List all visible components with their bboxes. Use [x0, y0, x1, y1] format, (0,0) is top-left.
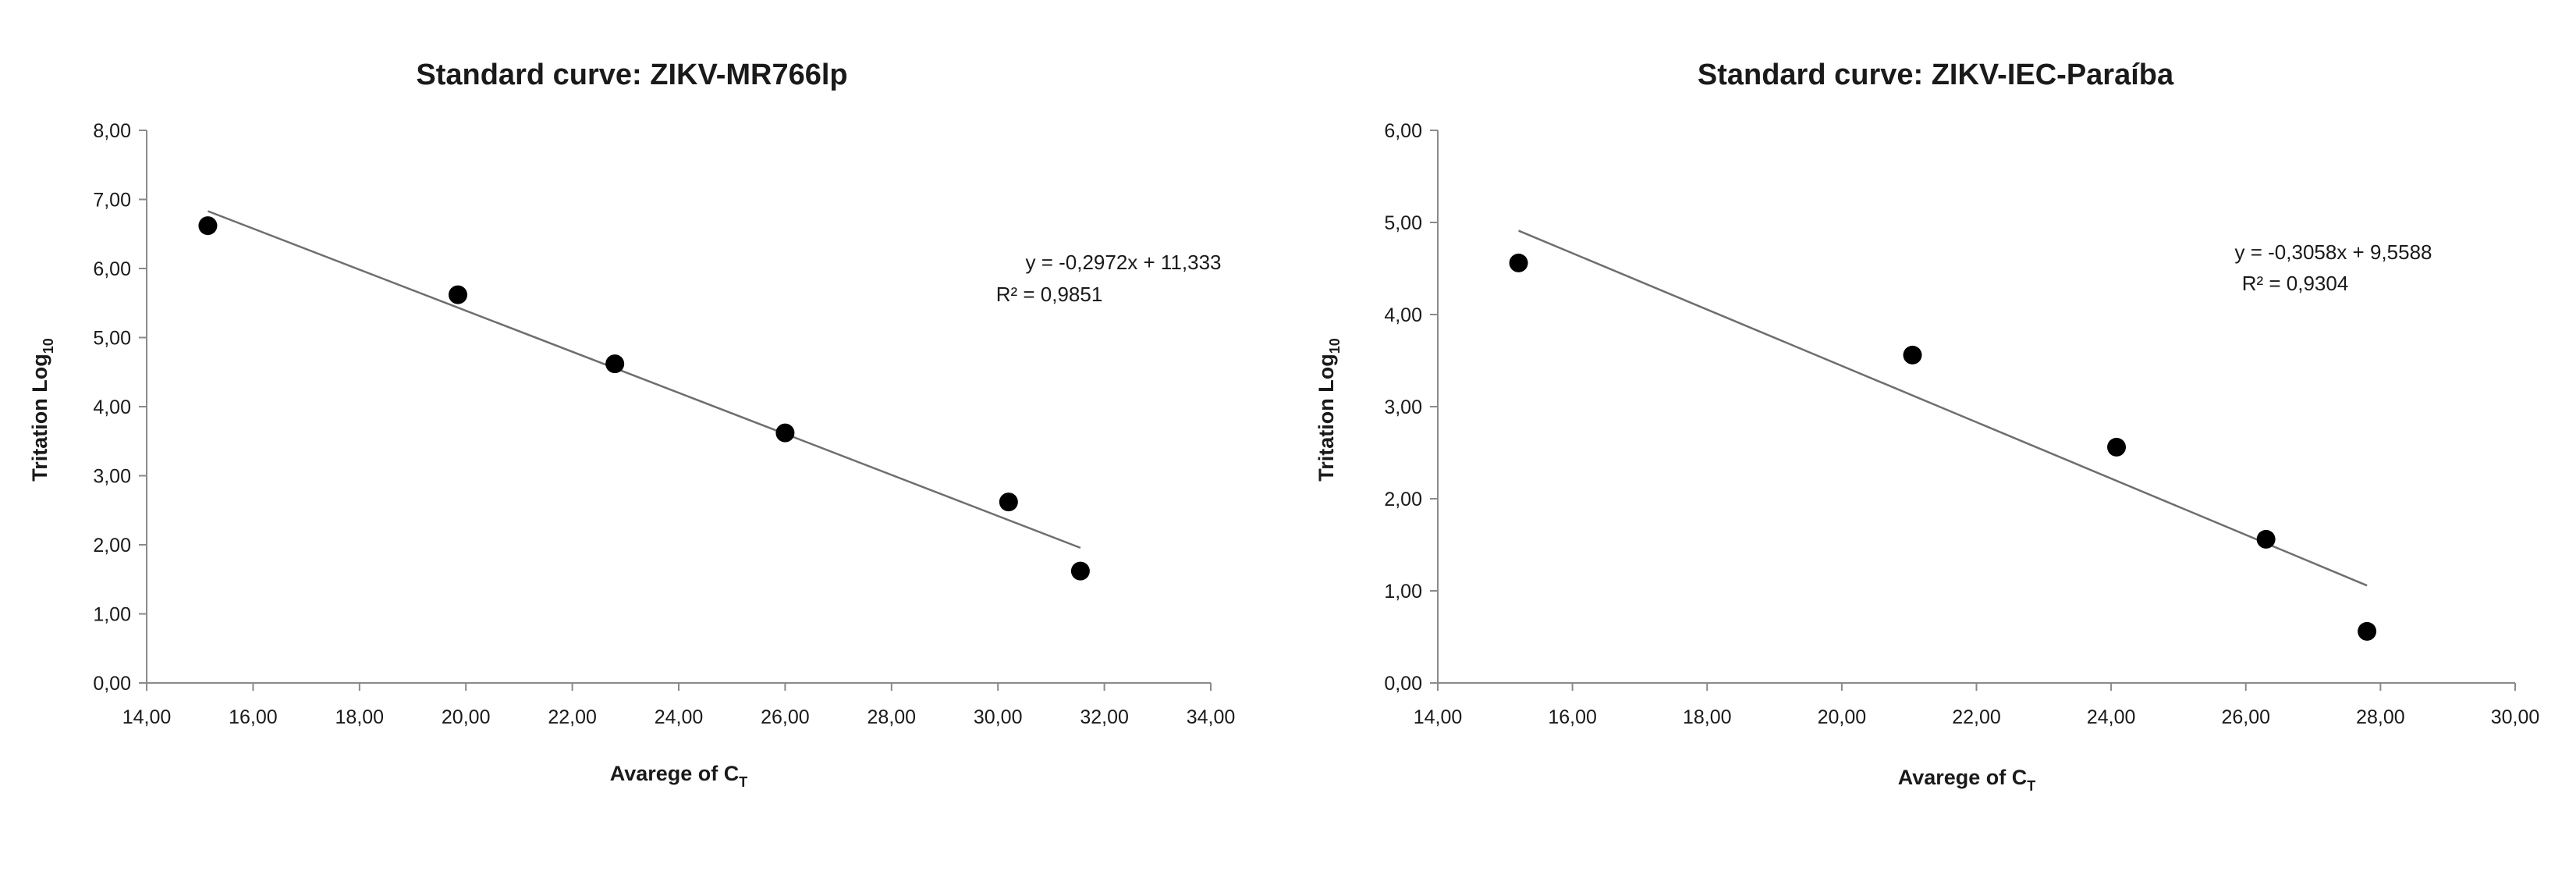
data-point: [2358, 621, 2377, 641]
y-tick-label: 2,00: [1384, 489, 1422, 510]
chart-title: Standard curve: ZIKV-IEC-Paraíba: [1698, 59, 2174, 91]
x-tick-label: 16,00: [1548, 706, 1597, 728]
y-tick-label: 8,00: [93, 120, 131, 142]
x-tick-label: 16,00: [229, 706, 278, 728]
y-axis-label: Tritation Log10: [1315, 338, 1343, 482]
x-tick-label: 30,00: [2491, 706, 2540, 728]
data-point: [2256, 529, 2276, 549]
data-point: [999, 493, 1018, 512]
x-tick-label: 26,00: [761, 706, 810, 728]
trendline: [1518, 229, 2368, 587]
y-tick-label: 4,00: [93, 396, 131, 418]
x-tick-label: 14,00: [1414, 706, 1463, 728]
data-point: [1509, 253, 1528, 272]
x-tick-label: 30,00: [974, 706, 1023, 728]
y-tick-label: 1,00: [1384, 581, 1422, 603]
data-point: [775, 423, 795, 443]
x-tick-label: 14,00: [122, 706, 172, 728]
x-axis-label: Avarege of CT: [1898, 766, 2036, 794]
x-tick-label: 24,00: [2087, 706, 2136, 728]
x-tick-label: 32,00: [1080, 706, 1129, 728]
chart-svg-iec-paraiba: Standard curve: ZIKV-IEC-Paraíba Avarege…: [1315, 59, 2539, 794]
x-tick-label: 20,00: [1818, 706, 1867, 728]
y-tick-label: 5,00: [93, 328, 131, 350]
y-tick-label: 5,00: [1384, 212, 1422, 234]
x-tick-label: 20,00: [442, 706, 491, 728]
x-tick-label: 28,00: [868, 706, 917, 728]
trendline-equation: y = -0,2972x + 11,333: [1025, 251, 1221, 274]
data-point: [605, 354, 625, 374]
x-axis-label: Avarege of CT: [610, 762, 748, 790]
data-point: [1070, 561, 1090, 581]
data-point: [2107, 437, 2127, 457]
y-tick-label: 7,00: [93, 190, 131, 212]
plot-area: 0,00 1,00 2,00 3,00 4,00 5,00 6,00 7,00 8,00 14,0…: [93, 120, 1235, 728]
chart-svg-mr766lp: Standard curve: ZIKV-MR766lp Avarege of …: [28, 59, 1235, 790]
y-tick-label: 0,00: [93, 673, 131, 695]
data-point: [198, 216, 218, 236]
y-tick-label: 3,00: [1384, 396, 1422, 418]
plot-area: 0,00 1,00 2,00 3,00 4,00 5,00 6,00 14,00 16,00 18…: [1384, 120, 2539, 728]
y-tick-label: 3,00: [93, 466, 131, 488]
chart-title: Standard curve: ZIKV-MR766lp: [416, 59, 847, 91]
trendline-equation: y = -0,3058x + 9,5588: [2235, 240, 2432, 264]
x-tick-label: 24,00: [655, 706, 704, 728]
y-tick-label: 1,00: [93, 604, 131, 626]
r-squared-label: R² = 0,9304: [2242, 272, 2349, 295]
y-tick-label: 6,00: [1384, 120, 1422, 142]
chart-panel-iec-paraiba: Standard curve: ZIKV-IEC-Paraíba Avarege…: [1288, 0, 2576, 889]
chart-panel-mr766lp: Standard curve: ZIKV-MR766lp Avarege of …: [28, 59, 1235, 790]
y-axis-label: Tritation Log10: [28, 338, 56, 482]
trendline: [207, 210, 1081, 549]
y-tick-label: 6,00: [93, 258, 131, 280]
y-tick-label: 0,00: [1384, 673, 1422, 695]
data-point: [448, 285, 467, 304]
x-tick-label: 18,00: [335, 706, 385, 728]
x-tick-label: 22,00: [1952, 706, 2001, 728]
x-tick-label: 22,00: [548, 706, 597, 728]
y-tick-label: 2,00: [93, 535, 131, 557]
y-tick-label: 4,00: [1384, 304, 1422, 326]
x-tick-label: 18,00: [1683, 706, 1732, 728]
x-tick-label: 34,00: [1187, 706, 1236, 728]
data-point: [1903, 345, 1922, 364]
r-squared-label: R² = 0,9851: [996, 283, 1103, 306]
x-tick-label: 26,00: [2221, 706, 2270, 728]
x-tick-label: 28,00: [2356, 706, 2405, 728]
